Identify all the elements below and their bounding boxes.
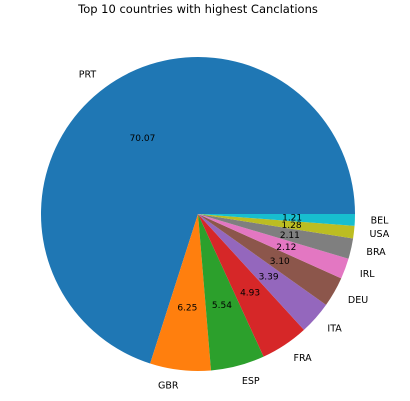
chart-title: Top 10 countries with highest Canclation… bbox=[77, 2, 318, 16]
pie-slice-bel bbox=[198, 214, 355, 226]
category-label-bra: BRA bbox=[366, 247, 386, 258]
pie-slice-esp bbox=[198, 214, 264, 371]
category-label-fra: FRA bbox=[293, 353, 312, 364]
category-label-bel: BEL bbox=[371, 216, 390, 227]
category-label-usa: USA bbox=[370, 229, 390, 240]
value-labels: 70.07 6.25 5.54 4.93 3.39 3.10 2.12 2.111.281.2… bbox=[130, 134, 303, 314]
pie-slices bbox=[41, 57, 356, 371]
pie-slice-deu bbox=[198, 214, 342, 305]
category-labels: PRT GBR ESP FRA ITA DEU IRL BRA USA BEL bbox=[79, 70, 390, 392]
value-label-gbr: 6.25 bbox=[177, 304, 197, 314]
category-label-ita: ITA bbox=[327, 323, 342, 334]
value-label-usa: 1.28 bbox=[282, 221, 302, 231]
pie-slice-ita bbox=[198, 214, 327, 330]
category-label-deu: DEU bbox=[348, 295, 368, 306]
pie-slice-irl bbox=[198, 214, 349, 279]
pie-slice-bra bbox=[198, 214, 354, 259]
value-label-fra: 4.93 bbox=[240, 288, 260, 298]
value-label-esp: 5.54 bbox=[212, 301, 232, 311]
pie-slice-usa bbox=[198, 214, 355, 239]
pie-slice-fra bbox=[198, 214, 304, 357]
value-label-ita: 3.39 bbox=[259, 272, 279, 282]
category-label-esp: ESP bbox=[242, 376, 260, 387]
value-label-deu: 3.10 bbox=[270, 257, 290, 267]
pie-slice-prt bbox=[41, 57, 356, 364]
value-label-bel: 1.21 bbox=[282, 214, 302, 224]
value-label-prt: 70.07 bbox=[130, 134, 156, 144]
category-label-prt: PRT bbox=[79, 70, 97, 81]
value-label-irl: 2.12 bbox=[276, 243, 296, 253]
value-label-bra: 2.11 bbox=[280, 231, 300, 241]
category-label-gbr: GBR bbox=[158, 381, 179, 392]
category-label-irl: IRL bbox=[360, 269, 375, 280]
pie-slice-gbr bbox=[150, 214, 212, 371]
